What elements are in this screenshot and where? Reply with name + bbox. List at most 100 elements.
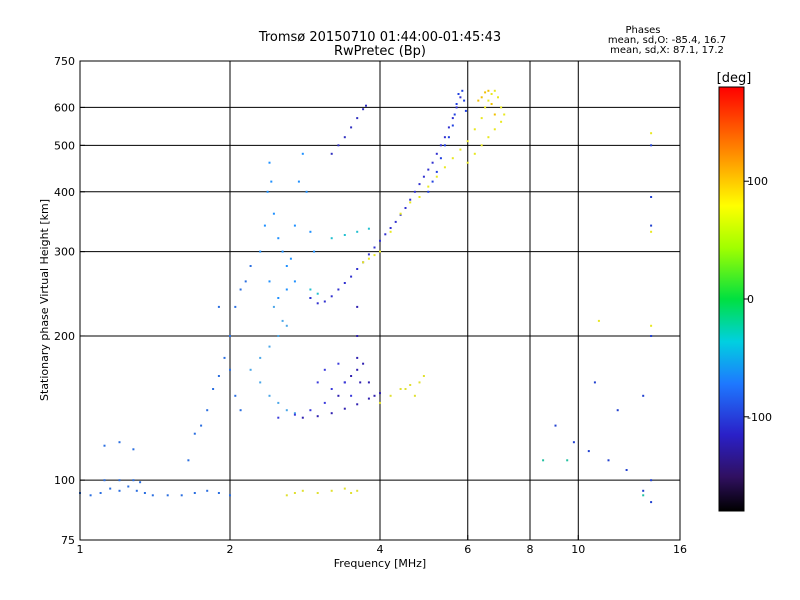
data-point bbox=[293, 492, 296, 494]
data-point bbox=[477, 99, 480, 102]
data-point bbox=[337, 362, 340, 365]
colorbar-tick-label: 100 bbox=[747, 175, 768, 188]
data-point bbox=[607, 459, 610, 462]
colorbar-unit: [deg] bbox=[717, 71, 752, 86]
data-point bbox=[379, 250, 381, 253]
x-tick-label: 16 bbox=[673, 543, 687, 556]
data-point bbox=[293, 413, 296, 416]
data-point bbox=[217, 375, 220, 377]
data-point bbox=[323, 401, 326, 404]
x-tick-label: 1 bbox=[77, 543, 84, 556]
data-point bbox=[285, 288, 288, 291]
data-point bbox=[277, 335, 280, 337]
data-point bbox=[404, 207, 407, 209]
data-point bbox=[313, 250, 316, 253]
phases-title: Phases bbox=[625, 25, 660, 36]
data-point bbox=[350, 394, 353, 397]
chart-title-line1: Tromsø 20150710 01:44:00-01:45:43 bbox=[258, 30, 501, 45]
data-point bbox=[330, 295, 333, 298]
data-point bbox=[418, 381, 421, 384]
data-point bbox=[217, 492, 220, 494]
x-axis-label: Frequency [MHz] bbox=[334, 557, 426, 570]
data-point bbox=[249, 368, 252, 371]
data-point bbox=[289, 257, 292, 260]
data-point bbox=[466, 161, 469, 164]
data-point bbox=[362, 261, 365, 264]
data-point bbox=[316, 292, 319, 295]
data-point bbox=[272, 212, 275, 215]
data-point bbox=[305, 190, 308, 193]
data-point bbox=[447, 126, 450, 129]
data-point bbox=[118, 479, 121, 482]
data-point bbox=[625, 469, 628, 471]
data-point bbox=[493, 128, 496, 131]
chart-title-line2: RwPretec (Bp) bbox=[334, 44, 426, 59]
data-point bbox=[650, 479, 653, 482]
data-point bbox=[389, 394, 392, 397]
data-point bbox=[293, 280, 296, 283]
data-point bbox=[642, 494, 645, 497]
data-point bbox=[132, 448, 135, 451]
data-point bbox=[143, 492, 146, 494]
data-point bbox=[642, 489, 645, 492]
data-point bbox=[330, 237, 333, 240]
data-point bbox=[193, 432, 196, 435]
data-point bbox=[493, 113, 496, 116]
data-point bbox=[413, 394, 416, 397]
data-point bbox=[356, 305, 359, 308]
y-tick-label: 500 bbox=[54, 139, 75, 152]
y-tick-label: 750 bbox=[54, 55, 75, 68]
data-point bbox=[650, 324, 653, 327]
data-point bbox=[554, 424, 557, 427]
data-point bbox=[337, 288, 340, 291]
x-tick-label: 4 bbox=[377, 543, 384, 556]
data-point bbox=[487, 89, 490, 92]
y-axis-ticks: 75 100 200 300 400 500 600 750 bbox=[54, 55, 85, 547]
data-point bbox=[487, 99, 490, 102]
data-point bbox=[435, 152, 438, 155]
data-point bbox=[379, 239, 381, 242]
data-point bbox=[343, 282, 346, 284]
data-point bbox=[356, 335, 359, 337]
data-point bbox=[356, 117, 359, 120]
data-point bbox=[597, 319, 600, 322]
data-point bbox=[89, 494, 92, 497]
grid bbox=[80, 61, 680, 540]
data-points bbox=[79, 89, 653, 504]
data-point bbox=[239, 288, 242, 291]
data-point bbox=[301, 489, 304, 492]
data-point bbox=[422, 175, 425, 178]
data-point bbox=[293, 412, 296, 415]
data-point bbox=[650, 144, 653, 147]
data-point bbox=[409, 198, 412, 201]
y-tick-label: 75 bbox=[61, 534, 75, 547]
data-point bbox=[109, 487, 112, 490]
data-point bbox=[316, 302, 319, 305]
data-point bbox=[427, 168, 430, 171]
data-point bbox=[650, 196, 653, 198]
data-point bbox=[268, 394, 271, 397]
data-point bbox=[356, 230, 359, 233]
data-point bbox=[484, 106, 487, 109]
data-point bbox=[281, 250, 284, 253]
data-point bbox=[187, 459, 190, 462]
y-tick-label: 200 bbox=[54, 330, 75, 343]
data-point bbox=[493, 89, 496, 92]
data-point bbox=[229, 335, 231, 337]
data-point bbox=[350, 126, 353, 129]
data-point bbox=[409, 201, 412, 204]
data-point bbox=[343, 136, 346, 139]
data-point bbox=[293, 224, 296, 227]
data-point bbox=[435, 170, 438, 173]
data-point bbox=[309, 288, 312, 291]
data-point bbox=[277, 401, 280, 404]
data-point bbox=[439, 157, 442, 160]
data-point bbox=[297, 180, 300, 183]
data-point bbox=[229, 494, 231, 497]
phases-x-stats: mean, sd,X: 87.1, 17.2 bbox=[610, 45, 724, 56]
data-point bbox=[427, 185, 430, 188]
data-point bbox=[281, 319, 284, 322]
data-point bbox=[263, 224, 266, 227]
data-point bbox=[427, 190, 430, 193]
